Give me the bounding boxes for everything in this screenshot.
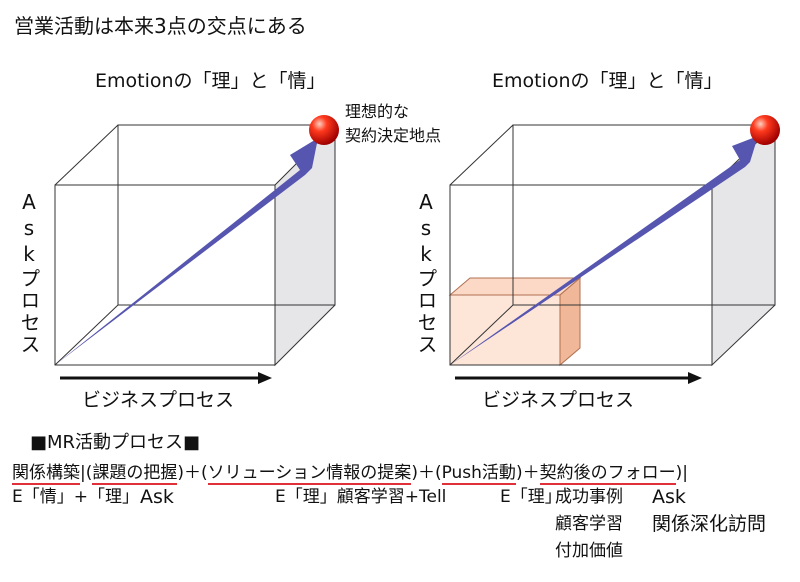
left-ball — [309, 115, 339, 145]
segment: 契約後のフォロー — [539, 463, 676, 485]
title: 営業活動は本来3点の交点にある — [14, 14, 307, 38]
segment: )| — [675, 463, 688, 483]
diagram-heading: Emotionの「理」と「情」 — [492, 70, 723, 92]
process-heading: ■MR活動プロセス■ — [30, 432, 201, 453]
annotation: 理想的な 契約決定地点 — [345, 100, 441, 148]
x-axis-label: ビジネスプロセス — [82, 389, 235, 411]
annotation-line: 理想的な — [345, 102, 410, 121]
note-line: 成功事例 — [555, 487, 623, 507]
right-x-arrow — [455, 372, 702, 384]
segment: )＋( — [177, 463, 208, 483]
right-ball — [750, 115, 780, 145]
left-x-arrow — [60, 372, 272, 384]
note-line: Ask — [140, 486, 174, 508]
segment: |( — [80, 463, 93, 483]
note: Ask — [140, 484, 174, 511]
segment: ソリューション情報の提案 — [207, 463, 412, 485]
note: 成功事例顧客学習付加価値 — [555, 484, 623, 565]
right-cube — [448, 123, 776, 367]
segment: 課題の把握 — [92, 463, 178, 485]
diagram-heading: Emotionの「理」と「情」 — [95, 70, 326, 92]
note: E「情」+「理」 — [12, 484, 139, 511]
note: E「理」顧客学習+Tell — [275, 484, 446, 511]
segment: 関係構築 — [12, 463, 80, 485]
segment: )＋( — [411, 463, 442, 483]
note-line: 関係深化訪問 — [652, 513, 767, 535]
segment: Push活動 — [441, 463, 516, 485]
note-line: E「理」顧客学習+Tell — [275, 487, 447, 507]
annotation-line: 契約決定地点 — [345, 126, 442, 145]
note-line: 顧客学習 — [555, 514, 623, 534]
note-line: 付加価値 — [555, 541, 623, 561]
note: E「理」 — [500, 484, 562, 511]
process-line: 関係構築|(課題の把握)＋(ソリューション情報の提案)＋(Push活動)＋契約後… — [12, 458, 688, 485]
left-cube — [54, 123, 336, 367]
x-axis-label: ビジネスプロセス — [482, 389, 635, 411]
note-line: E「理」 — [500, 487, 562, 507]
segment: )＋ — [515, 463, 540, 483]
note-line: E「情」+「理」 — [12, 487, 139, 507]
note: Ask 関係深化訪問 — [652, 484, 766, 538]
note-line: Ask — [652, 486, 686, 508]
y-axis-label: Askプロセス — [414, 190, 438, 356]
y-axis-label: Askプロセス — [17, 190, 41, 356]
